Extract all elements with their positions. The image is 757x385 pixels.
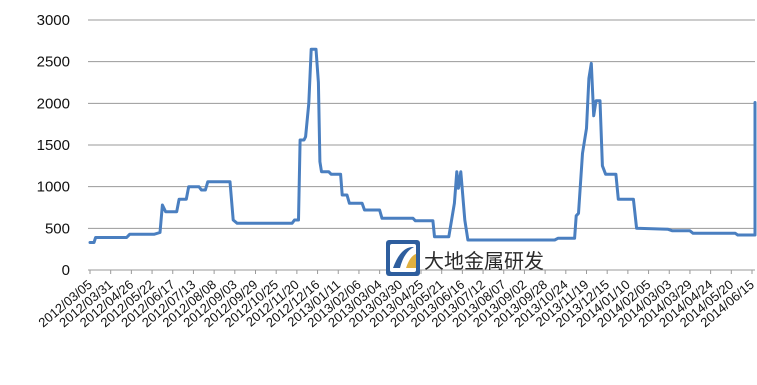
series-line-0 bbox=[88, 47, 757, 244]
y-tick-label: 2500 bbox=[37, 54, 70, 71]
series-lines bbox=[88, 47, 757, 244]
y-tick-label: 1500 bbox=[37, 137, 70, 154]
ddjs-logo-icon bbox=[386, 240, 420, 276]
y-tick-label: 500 bbox=[45, 220, 70, 237]
y-tick-label: 2000 bbox=[37, 95, 70, 112]
y-axis-tick-labels: 0 500 1000 1500 2000 2500 3000 bbox=[37, 12, 70, 279]
x-axis-tick-labels: 2012/03/052012/03/312012/04/262012/05/22… bbox=[35, 270, 757, 330]
y-tick-label: 1000 bbox=[37, 179, 70, 196]
y-tick-label: 0 bbox=[62, 262, 70, 279]
watermark: 大地金属研发 bbox=[386, 240, 544, 276]
y-tick-label: 3000 bbox=[37, 12, 70, 29]
watermark-text: 大地金属研发 bbox=[424, 249, 544, 273]
